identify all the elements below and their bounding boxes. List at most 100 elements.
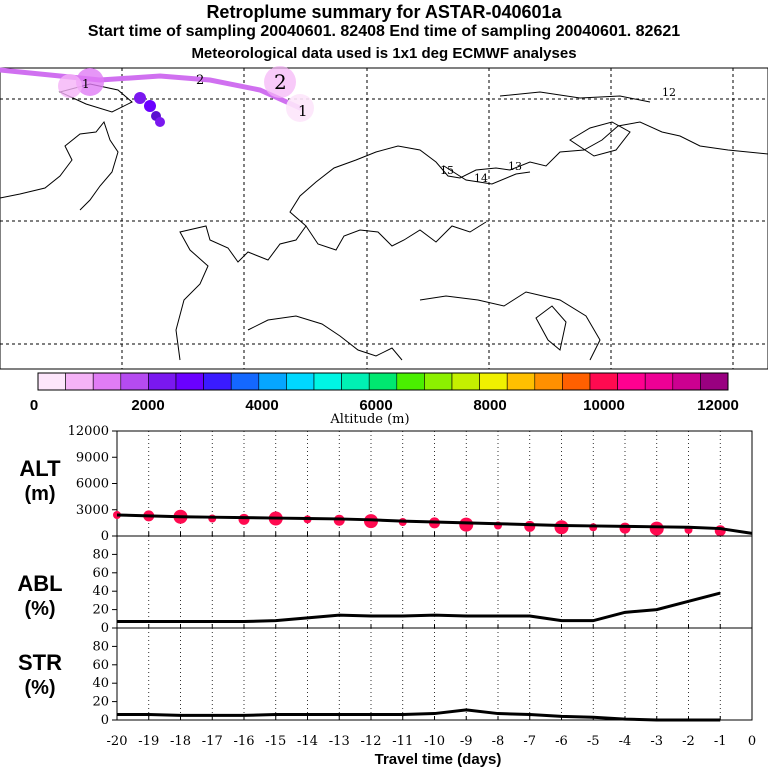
colorbar-swatch (230, 372, 260, 391)
meteo-info: Meteorological data used is 1x1 deg ECMW… (191, 45, 577, 62)
series-line-str (117, 708, 721, 722)
map-label: 1 (298, 102, 308, 120)
y-tick-label: 9000 (76, 450, 109, 465)
map-label: 15 (440, 164, 454, 177)
altitude-colorbar: 0 2000 4000 6000 8000 10000 12000 (30, 372, 739, 414)
colorbar-swatch (672, 372, 701, 391)
x-tick-label: -8 (492, 734, 505, 749)
colorbar-swatch (368, 372, 398, 391)
x-tick-label: 0 (748, 734, 756, 749)
plume-circle (286, 94, 314, 122)
panel-unit: (%) (24, 598, 55, 620)
map-frame (0, 67, 768, 370)
colorbar-tick-label: 10000 (583, 397, 625, 414)
altitude-spread-mark (554, 520, 569, 535)
colorbar-swatch (313, 372, 342, 391)
x-tick-label: -7 (523, 734, 536, 749)
map-label: 2 (196, 73, 204, 88)
y-tick-label: 20 (92, 603, 109, 618)
plume-circle (144, 100, 156, 112)
x-tick-label: -17 (202, 734, 223, 749)
plume-circle (134, 92, 146, 104)
colorbar-swatch (258, 372, 287, 391)
altitude-spread-mark (619, 522, 631, 534)
colorbar-tick-label: 4000 (245, 397, 278, 414)
colorbar-swatch (700, 372, 729, 391)
colorbar-swatch (589, 372, 618, 391)
x-tick-label: -1 (714, 734, 727, 749)
panel-unit: (m) (24, 483, 55, 505)
y-tick-label: 0 (101, 529, 109, 544)
colorbar-swatch (451, 372, 480, 391)
x-tick-label: -5 (587, 734, 600, 749)
panel-frame (116, 627, 753, 721)
altitude-spread-mark (459, 517, 474, 532)
colorbar-tick-label: 12000 (697, 397, 739, 414)
chart-title: Retroplume summary for ASTAR-040601a (206, 2, 562, 22)
x-tick-label: -10 (424, 734, 445, 749)
colorbar-tick-label: 8000 (473, 397, 506, 414)
colorbar-swatch (562, 372, 591, 391)
x-tick-label: -16 (234, 734, 255, 749)
panel-alt: 0 3000 6000 9000 12000 ALT(m) (19, 424, 753, 544)
y-tick-label: 40 (92, 584, 109, 599)
colorbar-swatch (120, 372, 149, 391)
panel-unit: (%) (24, 677, 55, 699)
colorbar-tick-label: 2000 (131, 397, 164, 414)
x-tick-label: -19 (138, 734, 159, 749)
x-tick-label: -12 (361, 734, 382, 749)
x-tick-label: -15 (265, 734, 286, 749)
colorbar-swatch (203, 372, 232, 391)
altitude-spread-mark (524, 520, 536, 532)
x-tick-label: -9 (460, 734, 473, 749)
colorbar-title: Altitude (m) (329, 412, 409, 427)
y-tick-label: 40 (92, 676, 109, 691)
map-label: 2 (274, 70, 287, 94)
colorbar-swatch (148, 372, 177, 391)
colorbar-swatch (424, 372, 453, 391)
altitude-spread-mark (649, 521, 664, 536)
map-label: 12 (662, 86, 676, 99)
y-tick-label: 80 (92, 547, 109, 562)
colorbar-swatch (534, 372, 563, 391)
y-tick-label: 6000 (76, 477, 109, 492)
colorbar-swatch (644, 372, 674, 391)
y-tick-label: 60 (92, 566, 109, 581)
map-label: 13 (508, 160, 522, 173)
y-tick-label: 0 (101, 621, 109, 636)
plume-circle (58, 74, 82, 98)
series-line-abl (117, 591, 721, 624)
altitude-spread-mark (238, 513, 250, 525)
colorbar-swatch (506, 372, 536, 391)
panel-label: ABL (17, 571, 62, 596)
altitude-spread-mark (714, 525, 726, 537)
x-tick-label: -14 (297, 734, 318, 749)
map-panel: 2 2 1 1 15 14 13 12 (0, 66, 768, 370)
x-tick-label: -20 (107, 734, 128, 749)
plume-circle (76, 68, 104, 96)
y-tick-label: 3000 (76, 503, 109, 518)
plume-circle (264, 66, 296, 98)
y-tick-label: 0 (101, 713, 109, 728)
colorbar-swatch (617, 372, 646, 391)
series-line-alt (116, 513, 753, 535)
colorbar-swatch (37, 372, 66, 391)
x-tick-label: -3 (650, 734, 663, 749)
colorbar-swatch (286, 372, 315, 391)
colorbar-frame (37, 372, 729, 391)
y-tick-label: 12000 (68, 424, 109, 439)
x-tick-label: -2 (682, 734, 695, 749)
map-label: 14 (474, 172, 488, 185)
coastlines (0, 83, 768, 361)
panel-label: ALT (19, 456, 61, 481)
plume-track (0, 66, 314, 127)
colorbar-tick-label: 0 (30, 397, 38, 414)
colorbar-swatch (479, 372, 508, 391)
panel-label: STR (18, 650, 62, 675)
x-tick-label: -11 (392, 734, 413, 749)
colorbar-tick-label: 6000 (359, 397, 392, 414)
y-tick-label: 60 (92, 658, 109, 673)
map-label: 1 (82, 77, 90, 91)
sampling-time: Start time of sampling 20040601. 82408 E… (87, 23, 681, 40)
